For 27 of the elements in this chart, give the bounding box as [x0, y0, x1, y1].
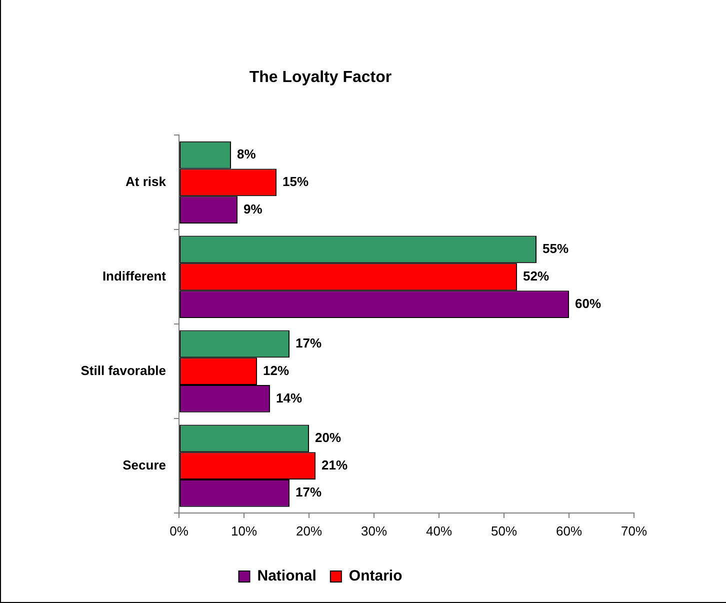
data-label: 20%: [315, 430, 342, 445]
x-tick-label: 50%: [490, 523, 518, 538]
data-label: 14%: [276, 390, 302, 406]
chart-title: The Loyalty Factor: [249, 69, 392, 86]
data-label: 52%: [523, 268, 550, 284]
legend-label: Ontario: [348, 568, 402, 585]
data-label: 17%: [296, 336, 322, 351]
x-tick-label: 30%: [360, 523, 388, 538]
data-label: 15%: [282, 174, 309, 190]
data-label: 60%: [575, 296, 602, 311]
data-label: 55%: [542, 241, 569, 256]
x-tick-label: 0%: [170, 523, 189, 538]
x-tick-label: 40%: [426, 523, 452, 538]
y-tick-label: At risk: [126, 174, 167, 190]
x-tick-label: 60%: [556, 523, 582, 538]
x-tick-label: 70%: [620, 523, 648, 538]
data-label: 9%: [244, 201, 263, 216]
data-label: 8%: [237, 146, 256, 162]
y-tick-label: Secure: [122, 457, 166, 472]
data-label: 12%: [263, 362, 290, 378]
x-tick-label: 10%: [230, 523, 258, 538]
y-tick-label: Indifferent: [102, 268, 167, 284]
legend-label: National: [257, 568, 316, 585]
x-tick-label: 20%: [296, 523, 322, 538]
data-label: 21%: [322, 457, 348, 472]
y-tick-label: Still favorable: [80, 362, 166, 378]
data-label: 17%: [296, 484, 322, 500]
